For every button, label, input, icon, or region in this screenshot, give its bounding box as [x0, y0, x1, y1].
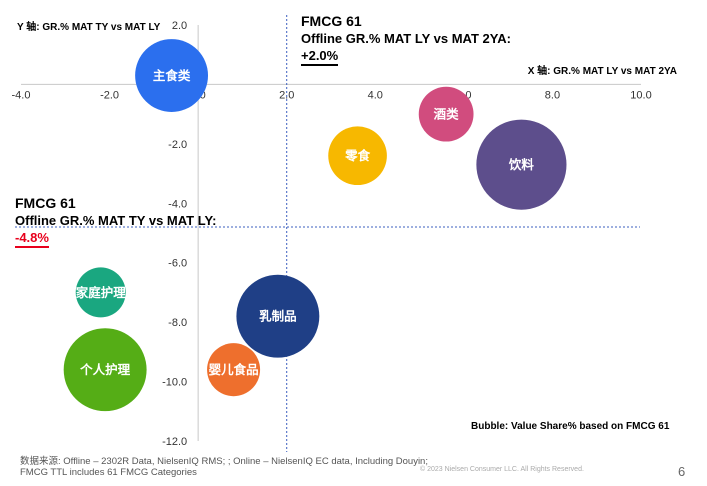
y-tick-label: -6.0 [168, 258, 187, 270]
footer-source: 数据来源: Offline – 2302R Data, NielsenIQ RM… [20, 456, 428, 478]
annotation-metric: Offline GR.% MAT LY vs MAT 2YA: [301, 31, 511, 46]
page-number: 6 [678, 464, 686, 479]
bubble [328, 126, 387, 186]
bubble-label: 婴儿食品 [209, 362, 259, 377]
bubble [135, 39, 209, 112]
footer-source-line: 数据来源: Offline – 2302R Data, NielsenIQ RM… [20, 456, 428, 467]
bubble [207, 343, 261, 397]
annotation-value: -4.8% [15, 229, 49, 248]
annotation-title: FMCG 61 [15, 195, 76, 211]
y-tick-label: -8.0 [168, 317, 187, 329]
footer-scope-line: FMCG TTL includes 61 FMCG Categories [20, 467, 197, 478]
y-reference-annotation: FMCG 61 Offline GR.% MAT TY vs MAT LY: -… [15, 195, 217, 248]
reference-lines [15, 15, 640, 452]
bubble [75, 267, 126, 318]
bubble [476, 119, 567, 210]
annotation-value: +2.0% [301, 47, 339, 66]
x-axis-label: X 轴: GR.% MAT LY vs MAT 2YA [527, 66, 677, 77]
x-tick-label: 8.0 [545, 89, 560, 101]
annotation-title: FMCG 61 [301, 13, 362, 29]
bubble-label: 酒类 [434, 107, 460, 122]
bubble-size-note: Bubble: Value Share% based on FMCG 61 [471, 421, 670, 432]
y-tick-label: -10.0 [162, 377, 187, 389]
bubble [236, 274, 320, 358]
bubble-label: 个人护理 [79, 362, 131, 377]
annotation-metric: Offline GR.% MAT TY vs MAT LY: [15, 213, 217, 228]
bubble-label: 零食 [344, 148, 371, 163]
x-reference-annotation: FMCG 61 Offline GR.% MAT LY vs MAT 2YA: … [301, 13, 511, 66]
bubble-label: 乳制品 [259, 309, 297, 324]
y-tick-label: 2.0 [172, 20, 187, 32]
x-tick-label: -2.0 [100, 89, 119, 101]
x-tick-label: 10.0 [630, 89, 651, 101]
bubble [418, 86, 474, 142]
y-tick-label: -12.0 [162, 436, 187, 448]
bubble [63, 328, 147, 412]
bubble-label: 主食类 [153, 68, 191, 83]
x-tick-label: 4.0 [368, 89, 383, 101]
bubble-label: 家庭护理 [76, 285, 127, 300]
bubble-label: 饮料 [508, 157, 535, 172]
y-tick-label: -4.0 [168, 198, 187, 210]
y-tick-label: -2.0 [168, 139, 187, 151]
y-axis-label: Y 轴: GR.% MAT TY vs MAT LY [17, 22, 161, 33]
copyright: © 2023 Nielsen Consumer LLC. All Rights … [420, 466, 584, 473]
x-tick-label: -4.0 [12, 89, 31, 101]
